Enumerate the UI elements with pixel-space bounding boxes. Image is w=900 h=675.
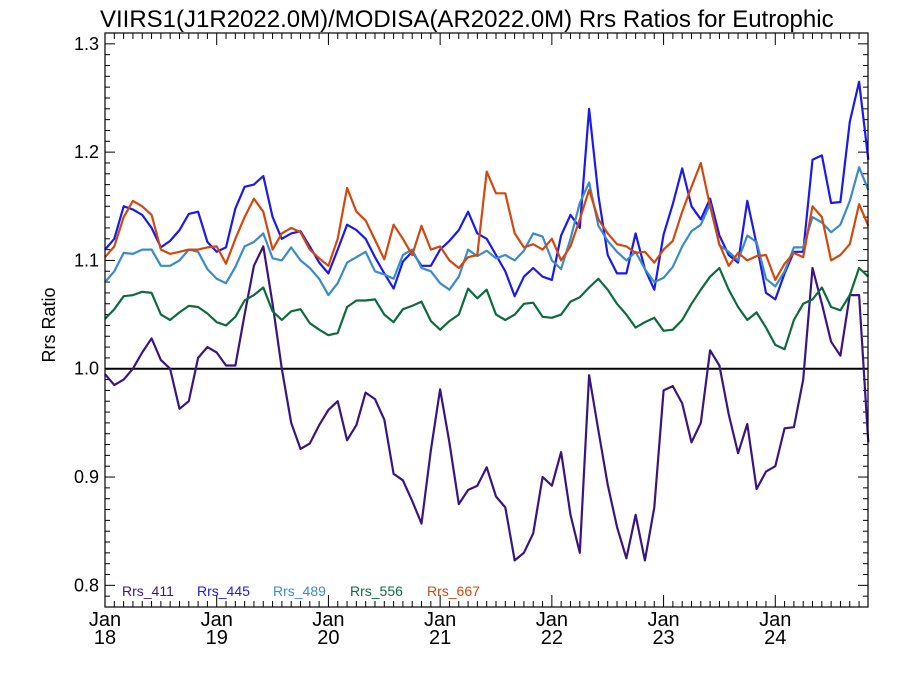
y-axis-label: Rrs Ratio [39, 287, 59, 362]
x-tick-month-label: Jan [89, 609, 121, 631]
x-tick-year-label: 24 [764, 627, 786, 649]
axes-layer: 0.80.91.01.11.21.3Jan18Jan19Jan20Jan21Ja… [74, 32, 868, 649]
y-tick-label: 0.9 [74, 467, 99, 487]
x-tick-year-label: 21 [429, 627, 451, 649]
x-tick-year-label: 20 [317, 627, 339, 649]
x-tick-year-label: 22 [541, 627, 563, 649]
y-tick-label: 0.8 [74, 575, 99, 595]
series-line-rrs-445 [104, 80, 870, 301]
y-tick-label: 1.2 [74, 142, 99, 162]
x-tick-year-label: 23 [652, 627, 674, 649]
series-line-rrs-556 [104, 266, 870, 351]
x-tick-month-label: Jan [536, 609, 568, 631]
legend-item-rrs-411: Rrs_411 [122, 583, 174, 599]
x-tick-month-label: Jan [647, 609, 679, 631]
legend-item-rrs-489: Rrs_489 [273, 583, 326, 599]
legend-item-rrs-445: Rrs_445 [197, 583, 250, 599]
series-layer [104, 80, 870, 562]
y-tick-label: 1.3 [74, 34, 99, 54]
series-line-rrs-411 [104, 245, 870, 562]
y-tick-label: 1.1 [74, 250, 99, 270]
x-tick-month-label: Jan [201, 609, 233, 631]
series-line-rrs-489 [104, 166, 870, 297]
x-tick-month-label: Jan [759, 609, 791, 631]
legend: Rrs_411 Rrs_445 Rrs_489 Rrs_556 Rrs_667 [122, 583, 480, 599]
x-tick-month-label: Jan [424, 609, 456, 631]
x-tick-year-label: 18 [94, 627, 116, 649]
legend-item-rrs-667: Rrs_667 [427, 583, 480, 599]
chart-title: VIIRS1(J1R2022.0M)/MODISA(AR2022.0M) Rrs… [100, 6, 834, 33]
x-tick-year-label: 19 [206, 627, 228, 649]
y-tick-label: 1.0 [74, 359, 99, 379]
plot-frame [104, 32, 869, 608]
series-line-rrs-667 [104, 161, 870, 281]
legend-item-rrs-556: Rrs_556 [350, 583, 403, 599]
x-tick-month-label: Jan [312, 609, 344, 631]
